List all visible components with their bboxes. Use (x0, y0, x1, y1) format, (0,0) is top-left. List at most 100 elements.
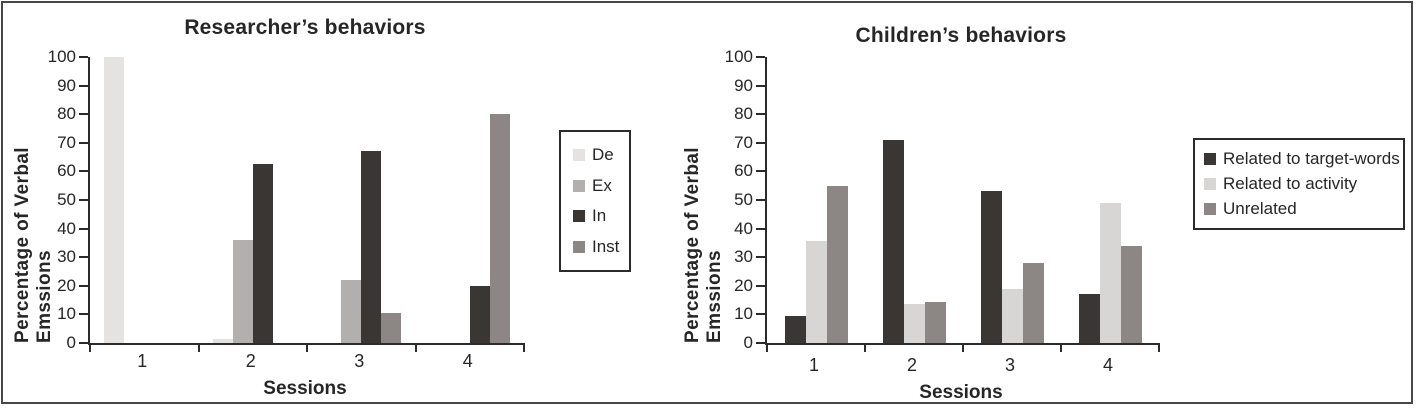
x-tick-mark (89, 343, 91, 352)
y-tick-label: 60 (734, 161, 753, 181)
legend-item: Ex (573, 176, 629, 196)
bar (489, 114, 510, 343)
y-tick-mark (756, 170, 765, 173)
category-label: 4 (462, 351, 473, 371)
category-group (963, 57, 1061, 343)
y-tick-label: 80 (734, 104, 753, 124)
y-tick-label: 0 (743, 333, 753, 352)
legend-swatch (573, 240, 585, 253)
legend-item: Related to target-words (1204, 149, 1403, 169)
bar (469, 285, 490, 343)
y-tick-label: 70 (734, 132, 753, 152)
bar (341, 280, 362, 343)
category-label: 3 (354, 351, 365, 371)
y-tick-mark (79, 284, 88, 287)
bar (924, 301, 946, 343)
y-tick-mark (756, 84, 765, 87)
legend: De Ex In Inst (559, 130, 631, 272)
bar (361, 151, 382, 343)
y-tick-label: 20 (734, 275, 753, 295)
x-axis-label: Sessions (919, 382, 1003, 403)
y-tick-mark (79, 256, 88, 259)
category-group (416, 57, 525, 343)
x-tick-mark (1158, 343, 1160, 352)
y-tick-label: 90 (57, 75, 76, 95)
category-label: 2 (245, 351, 256, 371)
y-tick-mark (756, 342, 765, 344)
y-tick-label: 100 (724, 47, 753, 66)
legend-item: Unrelated (1204, 199, 1403, 219)
y-tick-label: 50 (57, 190, 76, 209)
legend-item: In (573, 206, 629, 226)
category-group (199, 57, 308, 343)
x-category-labels: 1 2 3 4 (88, 351, 522, 372)
y-tick-mark (79, 199, 88, 201)
bar (903, 304, 925, 343)
figure-frame (1, 1, 1413, 404)
childrens-behaviors-chart: Children’s behaviors Percentage of Verba… (660, 0, 1420, 415)
bar (381, 312, 402, 343)
y-tick-label: 40 (734, 218, 753, 238)
legend-label: Inst (592, 236, 620, 256)
x-tick-mark (197, 343, 200, 352)
y-tick-label: 0 (66, 333, 76, 352)
y-tick-label: 80 (57, 104, 76, 124)
x-tick-mark (523, 343, 525, 352)
category-group (307, 57, 416, 343)
y-tick-mark (756, 56, 765, 58)
y-tick-label: 10 (57, 304, 76, 324)
category-label: 3 (1004, 355, 1015, 375)
legend-item: Related to activity (1204, 174, 1403, 194)
y-tick-mark (79, 313, 88, 316)
bar (1001, 288, 1023, 343)
x-tick-mark (766, 343, 768, 352)
category-group (767, 57, 865, 343)
legend-label: Ex (592, 175, 612, 195)
legend-label: In (592, 206, 607, 226)
category-label: 4 (1102, 355, 1113, 375)
bar (826, 185, 848, 343)
category-group (865, 57, 963, 343)
y-tick-mark (79, 113, 88, 116)
legend-swatch (573, 179, 585, 192)
y-tick-label: 90 (734, 75, 753, 95)
chart-title: Children’s behaviors (855, 24, 1067, 47)
x-axis-label: Sessions (263, 378, 347, 399)
y-tick-mark (756, 141, 765, 144)
bar (1099, 202, 1121, 343)
bar (805, 241, 827, 343)
legend-label: Unrelated (1223, 199, 1297, 219)
legend-item: Inst (573, 237, 629, 257)
plot-area: 0 10 20 30 40 50 60 70 80 90 100 (48, 47, 525, 352)
legend-swatch (1204, 203, 1216, 216)
bar (980, 191, 1002, 343)
x-tick-mark (864, 343, 866, 352)
y-tick-label: 70 (57, 132, 76, 152)
y-tick-label: 100 (47, 47, 76, 66)
y-tick-mark (79, 170, 88, 173)
bars-layer (90, 57, 524, 343)
y-tick-mark (756, 113, 765, 116)
y-tick-mark (756, 227, 765, 230)
legend: Related to target-words Related to activi… (1193, 138, 1405, 230)
chart-title: Researcher’s behaviors (184, 16, 426, 39)
bar (104, 57, 125, 343)
x-tick-mark (414, 343, 417, 352)
y-tick-label: 50 (734, 190, 753, 209)
legend-label: De (592, 145, 614, 165)
y-tick-mark (79, 84, 88, 87)
y-tick-mark (756, 313, 765, 316)
y-tick-mark (756, 199, 765, 201)
bar (784, 315, 806, 343)
category-label: 2 (906, 355, 917, 375)
x-category-labels: 1 2 3 4 (765, 355, 1157, 376)
category-label: 1 (137, 351, 148, 371)
legend-swatch (573, 149, 585, 162)
y-tick-mark (756, 256, 765, 259)
bar (1078, 294, 1100, 343)
category-group (1061, 57, 1159, 343)
y-tick-mark (756, 284, 765, 287)
plot-area: 0 10 20 30 40 50 60 70 80 90 100 (725, 47, 1160, 352)
bars-layer (767, 57, 1159, 343)
